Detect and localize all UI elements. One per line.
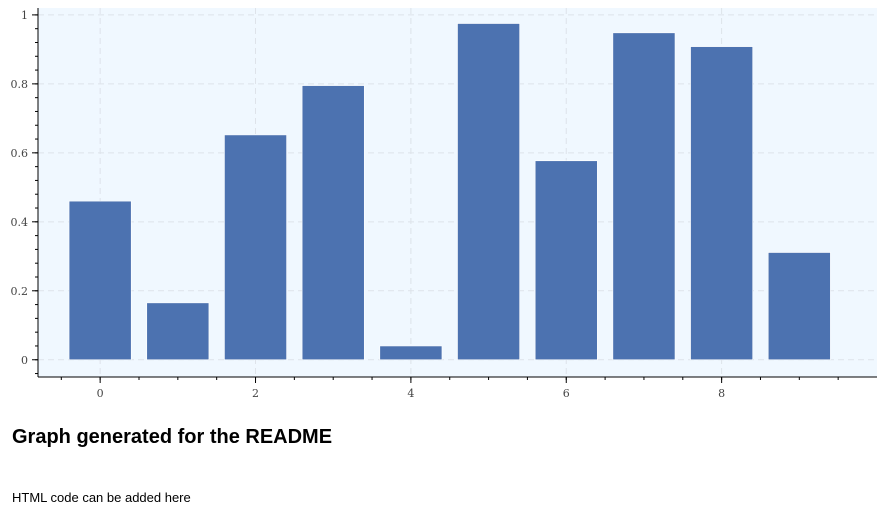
x-tick-label: 2 bbox=[252, 387, 259, 400]
bar-chart: 0 2 4 6 8 0 0.2 0.4 0.6 0.8 1 bbox=[11, 8, 877, 400]
bar bbox=[612, 32, 676, 361]
bar bbox=[534, 160, 598, 361]
bar bbox=[457, 23, 520, 361]
x-tick-label: 0 bbox=[97, 387, 104, 400]
x-tick-label: 6 bbox=[563, 387, 570, 400]
bar bbox=[767, 252, 831, 361]
chart-svg: 0 2 4 6 8 0 0.2 0.4 0.6 0.8 1 bbox=[11, 8, 877, 400]
y-tick-label: 0 bbox=[21, 354, 28, 367]
y-tick-label: 0.2 bbox=[11, 285, 29, 298]
y-tick-label: 1 bbox=[21, 9, 28, 22]
page-note: HTML code can be added here bbox=[12, 490, 191, 505]
y-tick-label: 0.6 bbox=[11, 147, 29, 160]
bar bbox=[68, 200, 132, 361]
x-tick-label: 8 bbox=[718, 387, 725, 400]
bar bbox=[379, 345, 443, 361]
y-tick-label: 0.8 bbox=[11, 78, 29, 91]
bar bbox=[224, 134, 287, 361]
y-tick-label: 0.4 bbox=[11, 216, 29, 229]
bar bbox=[690, 46, 754, 361]
bar bbox=[146, 302, 210, 361]
x-tick-label: 4 bbox=[407, 387, 414, 400]
bar bbox=[301, 85, 365, 361]
page-heading: Graph generated for the README bbox=[12, 426, 333, 448]
